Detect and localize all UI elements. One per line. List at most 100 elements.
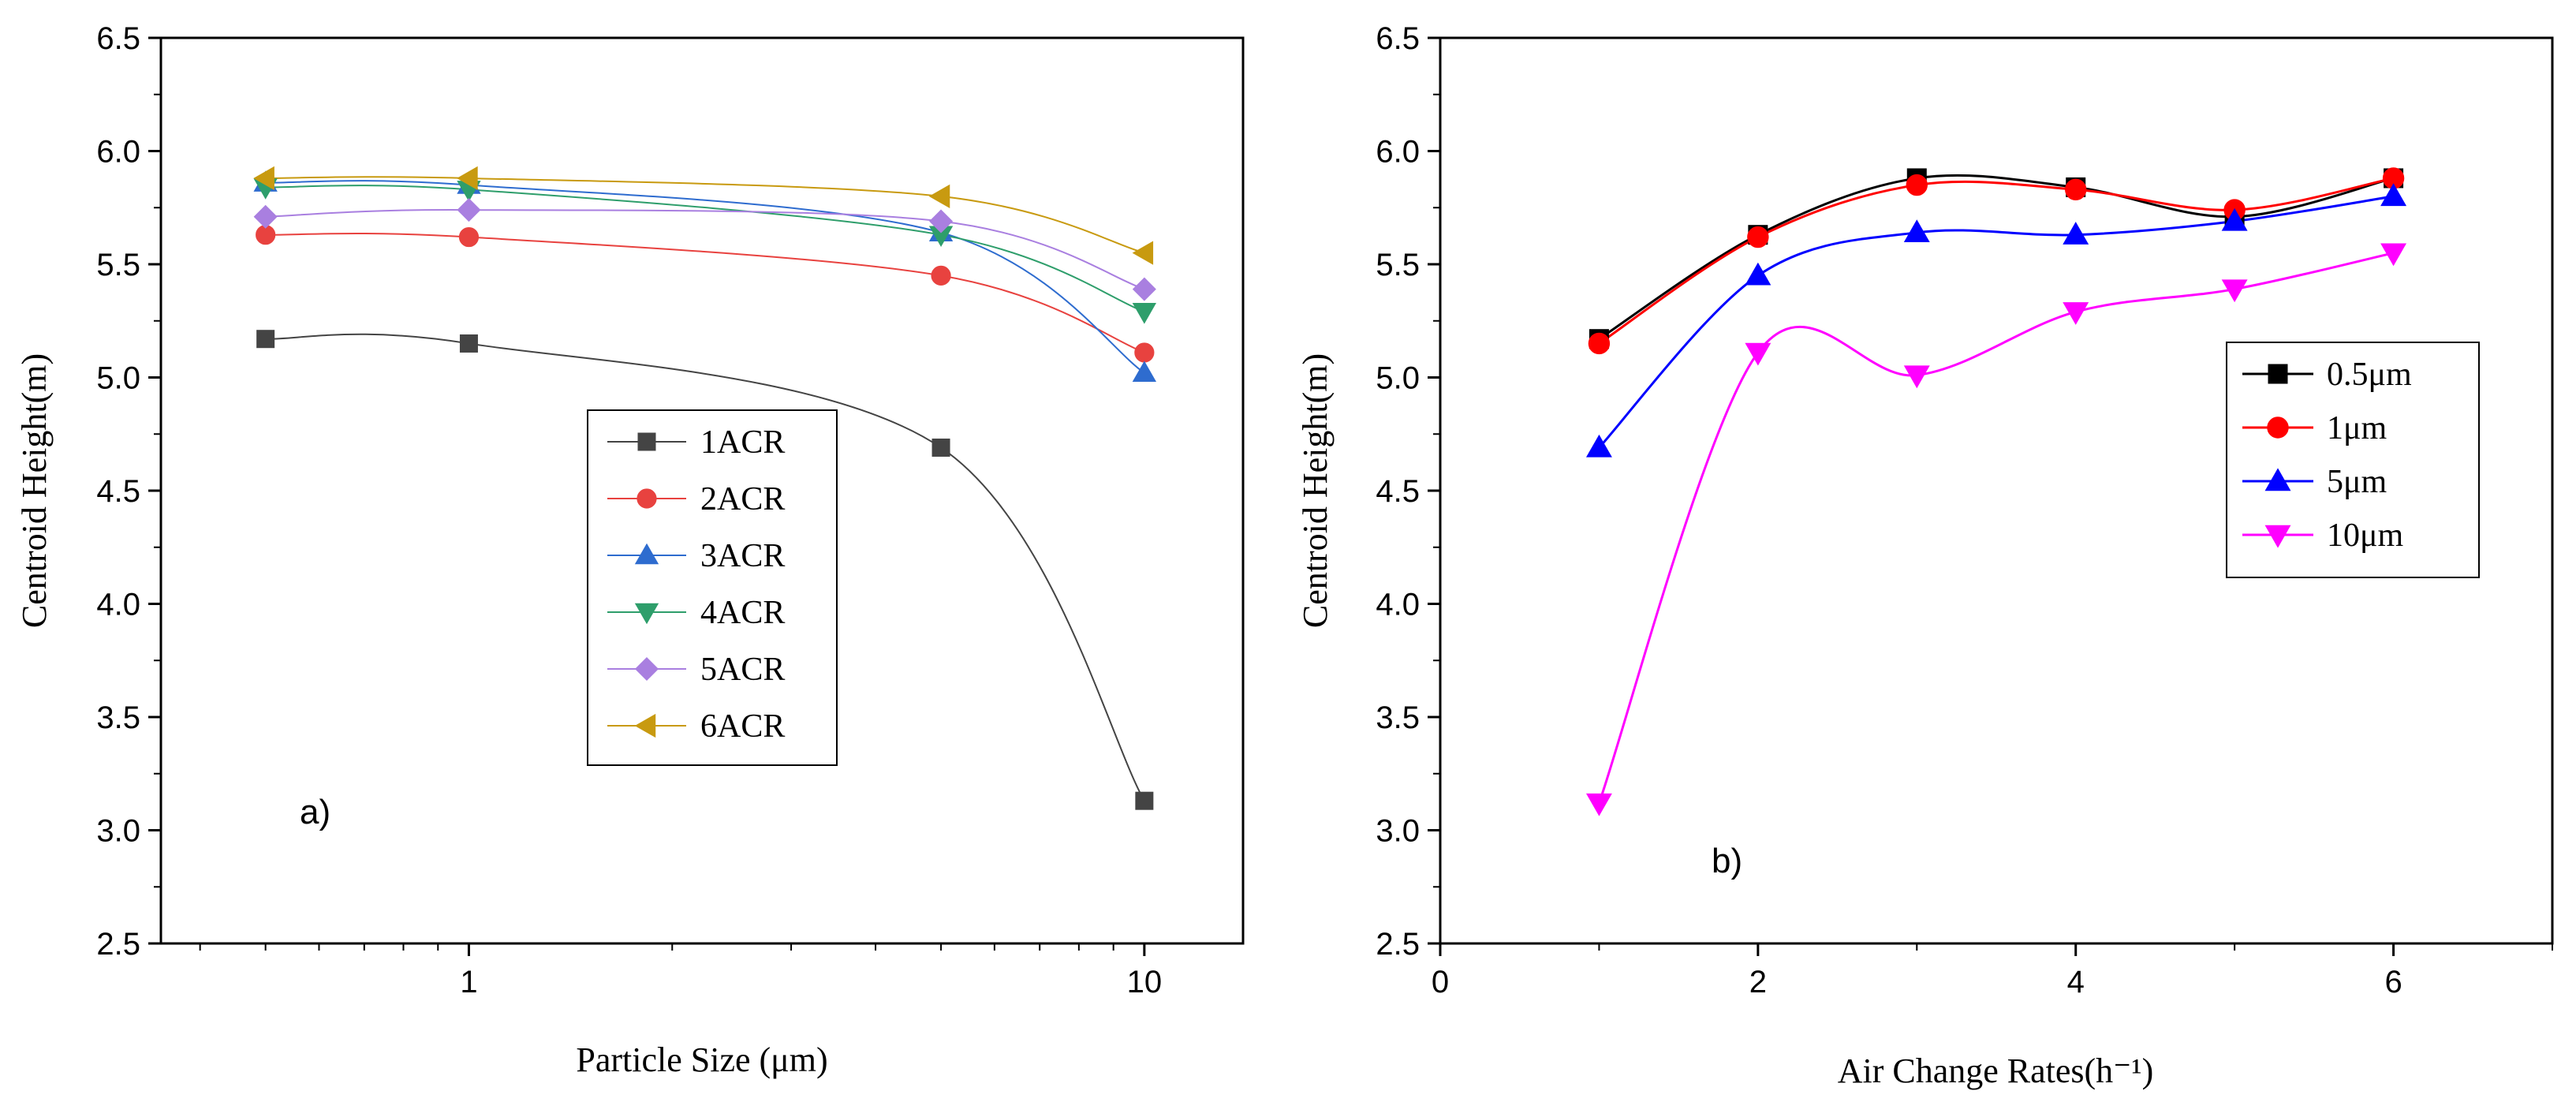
legend-label: 5μm	[2327, 464, 2387, 500]
series-markers-a	[253, 166, 1157, 810]
data-point-10μm	[2221, 279, 2248, 303]
series-line-1ACR	[265, 333, 1145, 801]
x-tick-label: 6	[2384, 965, 2402, 999]
data-point-10μm	[1745, 342, 1771, 366]
data-point-6ACR	[253, 166, 274, 191]
data-point-5μm	[1903, 219, 1930, 243]
legend-marker	[2268, 364, 2288, 384]
legend-marker	[637, 432, 656, 451]
data-point-5μm	[2221, 207, 2248, 231]
data-point-10μm	[2063, 302, 2089, 325]
y-tick-label: 3.5	[1376, 700, 1420, 735]
data-point-6ACR	[928, 184, 950, 209]
x-tick-label: 2	[1749, 965, 1767, 999]
x-tick-label: 1	[460, 965, 477, 999]
legend-label: 1μm	[2327, 410, 2387, 446]
legend-label: 10μm	[2327, 517, 2404, 554]
y-tick-label: 6.0	[1376, 135, 1420, 170]
legend-label: 6ACR	[700, 708, 785, 745]
x-axis-title-b: Air Change Rates(h⁻¹)	[1838, 1052, 2154, 1090]
series-line-2ACR	[265, 232, 1145, 353]
legend-marker	[2267, 417, 2289, 439]
series-line-1μm	[1598, 177, 2394, 345]
y-tick-label: 5.5	[1376, 248, 1420, 282]
y-tick-label: 6.5	[96, 21, 140, 56]
data-point-1μm	[2065, 178, 2087, 200]
series-line-4ACR	[265, 185, 1145, 313]
data-point-10μm	[1585, 793, 1612, 816]
x-tick-label: 0	[1432, 965, 1449, 999]
legend-marker	[637, 488, 657, 509]
y-tick-label: 4.5	[96, 474, 140, 509]
y-tick-label: 4.5	[1376, 474, 1420, 509]
data-point-2ACR	[458, 226, 480, 248]
data-point-5ACR	[457, 198, 481, 222]
panel-label-a: a)	[300, 793, 330, 831]
y-axis-title-b: Centroid Height(m)	[1296, 353, 1335, 628]
y-tick-label: 3.5	[96, 700, 140, 735]
data-point-4ACR	[1132, 303, 1157, 324]
series-line-0.5μm	[1598, 174, 2394, 340]
series-line-5μm	[1598, 195, 2394, 449]
data-point-2ACR	[931, 265, 951, 286]
y-tick-label: 2.5	[96, 927, 140, 962]
legend-label: 5ACR	[700, 652, 785, 688]
data-point-10μm	[2380, 243, 2407, 267]
legend-label: 0.5μm	[2327, 357, 2412, 393]
data-point-10μm	[1903, 365, 1930, 389]
data-point-5ACR	[929, 209, 954, 233]
legend-marker	[634, 656, 659, 682]
series-line-6ACR	[265, 176, 1145, 254]
x-axis-title-a: Particle Size (μm)	[576, 1040, 827, 1079]
y-tick-label: 3.0	[1376, 814, 1420, 849]
data-point-1ACR	[931, 438, 950, 457]
series-lines-a	[265, 176, 1145, 801]
y-tick-label: 4.0	[1376, 588, 1420, 622]
data-point-3ACR	[1132, 361, 1157, 382]
data-point-5μm	[2380, 183, 2407, 207]
data-point-5ACR	[1132, 277, 1156, 301]
series-markers-b	[1585, 167, 2407, 816]
legend-marker	[634, 603, 659, 625]
y-tick-label: 3.0	[96, 814, 140, 849]
legend-marker	[2264, 468, 2291, 491]
legend-marker	[634, 543, 659, 565]
data-point-1μm	[1588, 332, 1611, 355]
legend-marker	[2264, 525, 2291, 548]
series-line-5ACR	[265, 209, 1145, 290]
legend-label: 3ACR	[700, 538, 785, 574]
chart-panel-b: 2.5 3.0 3.5 4.0 4.5 5.0 5.5 6.0 6.5 0 2 4 6 0.5μm 1μm…	[1296, 21, 2554, 1090]
x-tick-label: 10	[1127, 965, 1163, 999]
data-point-5ACR	[253, 204, 278, 229]
data-point-2ACR	[1134, 342, 1155, 363]
y-axis-title-a: Centroid Height(m)	[15, 353, 54, 628]
legend-box-a	[587, 409, 838, 766]
ticks-b: 2.5 3.0 3.5 4.0 4.5 5.0 5.5 6.0 6.5 0 2 4 6	[1376, 21, 2553, 999]
data-point-1μm	[1747, 226, 1769, 248]
data-point-1ACR	[1135, 791, 1154, 810]
chart-panel-a: 2.5 3.0 3.5 4.0 4.5 5.0 5.5 6.0 6.5 1 10 1ACR 2ACR 3…	[15, 21, 1245, 1079]
data-point-5μm	[1745, 262, 1771, 286]
data-point-1ACR	[459, 334, 478, 353]
legend-marker	[634, 713, 656, 738]
ticks-a: 2.5 3.0 3.5 4.0 4.5 5.0 5.5 6.0 6.5 1 10	[96, 21, 1162, 999]
data-point-5μm	[1585, 434, 1612, 458]
legend-label: 4ACR	[700, 595, 785, 631]
data-point-1ACR	[256, 330, 275, 349]
x-tick-label: 4	[2067, 965, 2085, 999]
legend-a: 1ACR 2ACR 3ACR 4ACR 5ACR 6ACR	[587, 409, 838, 766]
legend-label: 1ACR	[700, 424, 785, 461]
y-tick-label: 6.5	[1376, 21, 1420, 56]
data-point-1μm	[1906, 174, 1928, 196]
y-tick-label: 5.5	[96, 248, 140, 282]
y-tick-label: 4.0	[96, 588, 140, 622]
y-tick-label: 5.0	[96, 361, 140, 396]
series-line-3ACR	[265, 180, 1145, 374]
data-point-6ACR	[1132, 241, 1154, 265]
legend-b: 0.5μm 1μm 5μm 10μm	[2226, 342, 2480, 578]
y-tick-label: 6.0	[96, 135, 140, 170]
data-point-5μm	[2063, 222, 2089, 245]
y-tick-label: 2.5	[1376, 927, 1420, 962]
y-tick-label: 5.0	[1376, 361, 1420, 396]
